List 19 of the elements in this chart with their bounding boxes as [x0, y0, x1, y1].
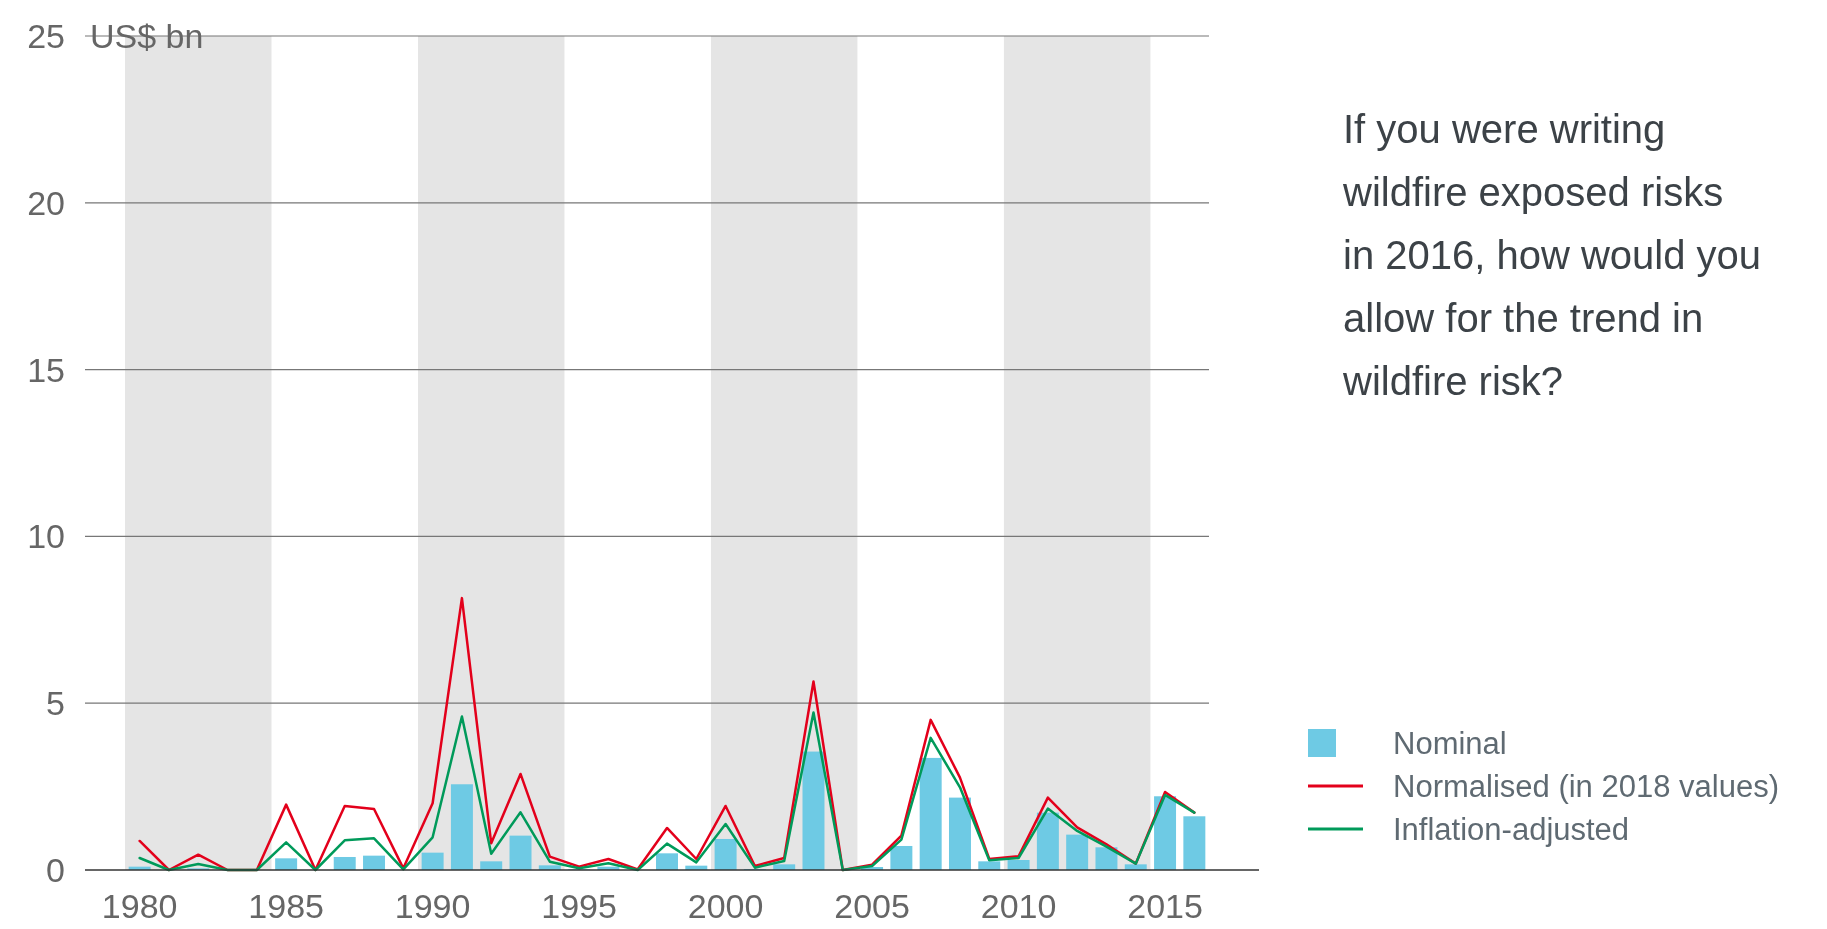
legend-label: Nominal	[1393, 725, 1507, 761]
x-tick-label: 1980	[101, 887, 178, 925]
legend-label: Normalised (in 2018 values)	[1393, 768, 1779, 804]
x-tick-label: 2000	[687, 887, 764, 925]
x-tick-label: 1995	[541, 887, 617, 925]
x-tick-label: 2015	[1127, 887, 1203, 925]
y-tick-label: 15	[27, 350, 65, 389]
y-tick-label: 0	[46, 850, 65, 889]
y-tick-label: 5	[46, 684, 65, 723]
y-tick-label: 10	[27, 517, 65, 556]
x-tick-label: 1990	[394, 887, 471, 925]
x-tick-label: 1985	[248, 887, 324, 925]
y-tick-label: 25	[27, 16, 65, 55]
x-tick-label: 2005	[834, 887, 910, 925]
y-axis-title: US$ bn	[90, 16, 204, 55]
legend-label: Inflation-adjusted	[1393, 811, 1630, 847]
x-tick-label: 2010	[980, 887, 1057, 925]
text: If you were writing wildfire exposed risks in 2016, how would you allow for the trend in wildfire risk?	[1342, 107, 1762, 403]
y-tick-label: 20	[27, 183, 65, 222]
